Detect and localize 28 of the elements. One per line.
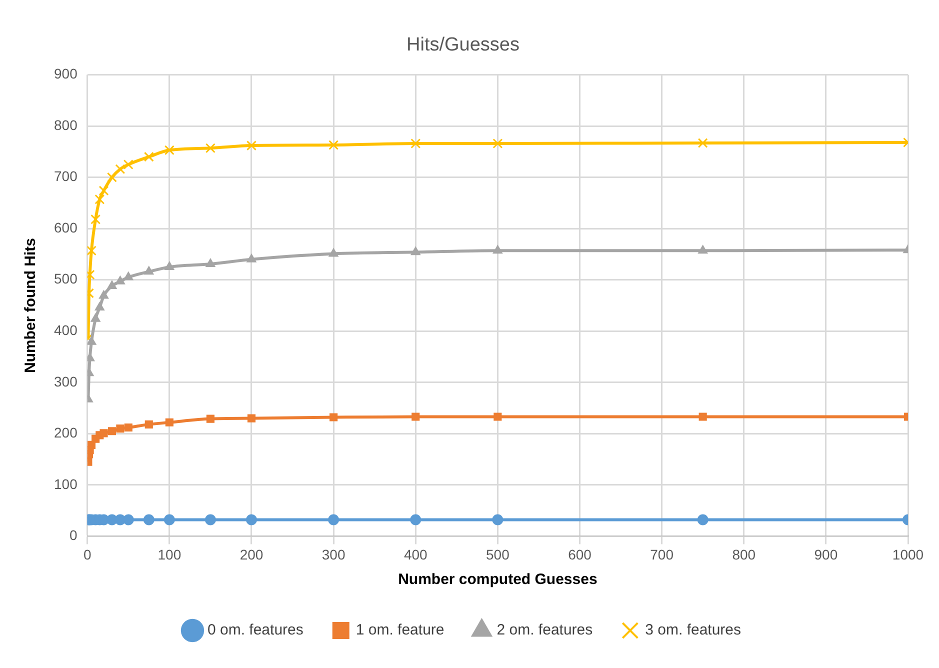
legend-label: 0 om. features bbox=[207, 622, 304, 639]
x-tick-label: 0 bbox=[83, 546, 92, 562]
x-tick-label: 900 bbox=[814, 546, 838, 562]
y-tick-label: 300 bbox=[54, 373, 78, 390]
y-tick-label: 200 bbox=[54, 424, 78, 441]
x-tick-label: 200 bbox=[240, 546, 264, 562]
legend-label: 2 om. features bbox=[496, 622, 593, 639]
x-tick-label: 300 bbox=[322, 546, 346, 562]
x-tick-label: 800 bbox=[732, 546, 756, 562]
y-tick-label: 700 bbox=[54, 168, 78, 184]
x-tick-label: 700 bbox=[650, 546, 674, 562]
legend-label: 1 om. feature bbox=[356, 622, 444, 639]
x-axis-title: Number computed Guesses bbox=[398, 571, 598, 588]
y-tick-label: 600 bbox=[54, 219, 78, 236]
y-tick-label: 400 bbox=[54, 322, 78, 338]
x-tick-label: 100 bbox=[158, 546, 182, 562]
chart-title: Hits/Guesses bbox=[406, 34, 520, 56]
y-tick-label: 800 bbox=[54, 116, 78, 133]
y-tick-label: 0 bbox=[70, 527, 78, 544]
x-tick-label: 400 bbox=[404, 546, 428, 562]
x-tick-label: 1000 bbox=[892, 546, 924, 562]
legend-label: 3 om. features bbox=[645, 622, 742, 639]
x-tick-label: 500 bbox=[486, 546, 510, 562]
y-tick-label: 900 bbox=[54, 66, 78, 82]
y-tick-label: 100 bbox=[54, 476, 78, 492]
x-tick-label: 600 bbox=[568, 546, 592, 562]
y-tick-label: 500 bbox=[54, 270, 78, 287]
y-axis-title: Number found Hits bbox=[22, 238, 40, 373]
